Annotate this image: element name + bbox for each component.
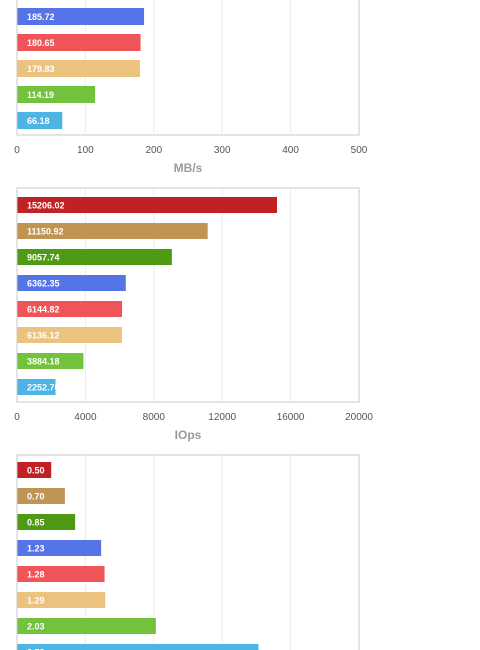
bar xyxy=(17,540,102,556)
x-tick-label: 16000 xyxy=(277,412,305,423)
x-tick-label: 300 xyxy=(214,145,231,156)
bar-value-label: 15206.02 xyxy=(27,201,65,211)
bar xyxy=(17,223,208,239)
bar-value-label: 6144.82 xyxy=(27,305,60,315)
bar xyxy=(17,618,156,634)
x-tick-label: 500 xyxy=(351,145,368,156)
bar-value-label: 185.72 xyxy=(27,12,55,22)
x-tick-label: 12000 xyxy=(208,412,236,423)
bar xyxy=(17,644,259,650)
bar xyxy=(17,249,172,265)
bar-chart-2: 15206.02 11150.92 9057.74 6362.35 6144.82 613… xyxy=(14,187,373,442)
bar xyxy=(17,514,76,530)
bar-value-label: 66.18 xyxy=(27,116,50,126)
bar-value-label: 6362.35 xyxy=(27,279,60,289)
x-axis-title: MB/s xyxy=(174,161,203,175)
bar-value-label: 9057.74 xyxy=(27,253,60,263)
bar xyxy=(17,488,65,504)
bar xyxy=(17,112,63,129)
bar-value-label: 180.65 xyxy=(27,38,55,48)
x-tick-label: 8000 xyxy=(143,412,166,423)
bar xyxy=(17,275,126,291)
bar-value-label: 2252.70 xyxy=(27,383,60,393)
bar xyxy=(17,301,123,317)
x-tick-label: 200 xyxy=(145,145,162,156)
bar-value-label: 179.83 xyxy=(27,64,55,74)
bar-value-label: 3.53 xyxy=(27,648,45,650)
bar-chart-3: 0.50 0.70 0.85 1.23 1.28 1.29 2.03 3.53 xyxy=(16,454,360,650)
bar-value-label: 0.70 xyxy=(27,492,45,502)
bar xyxy=(17,34,141,51)
bar xyxy=(17,462,52,478)
bar-value-label: 2.03 xyxy=(27,622,45,632)
bar xyxy=(17,592,106,608)
bar-value-label: 0.50 xyxy=(27,466,45,476)
bar-value-label: 1.23 xyxy=(27,544,45,554)
bar xyxy=(17,86,96,103)
bar-value-label: 1.28 xyxy=(27,570,45,580)
bar xyxy=(17,60,141,77)
x-tick-label: 0 xyxy=(14,145,20,156)
plot-area xyxy=(16,187,360,403)
bar xyxy=(17,197,278,213)
bar xyxy=(17,353,84,369)
x-tick-label: 0 xyxy=(14,412,20,423)
x-tick-label: 100 xyxy=(77,145,94,156)
x-tick-label: 400 xyxy=(282,145,299,156)
bar xyxy=(17,327,122,343)
bar-value-label: 11150.92 xyxy=(27,227,64,237)
bar-value-label: 6136.12 xyxy=(27,331,60,341)
bar-value-label: 0.85 xyxy=(27,518,45,528)
bar-value-label: 114.19 xyxy=(27,90,54,100)
bar xyxy=(17,566,105,582)
bar-value-label: 3884.18 xyxy=(27,357,60,367)
bar-value-label: 1.29 xyxy=(27,596,45,606)
bar xyxy=(17,379,56,395)
x-tick-label: 20000 xyxy=(345,412,373,423)
bar-chart-1: 185.72 180.65 179.83 114.19 66.18 0 100 200 300 4… xyxy=(14,0,368,175)
x-axis-title: IOps xyxy=(175,428,202,442)
x-tick-label: 4000 xyxy=(74,412,97,423)
bar xyxy=(17,8,145,25)
